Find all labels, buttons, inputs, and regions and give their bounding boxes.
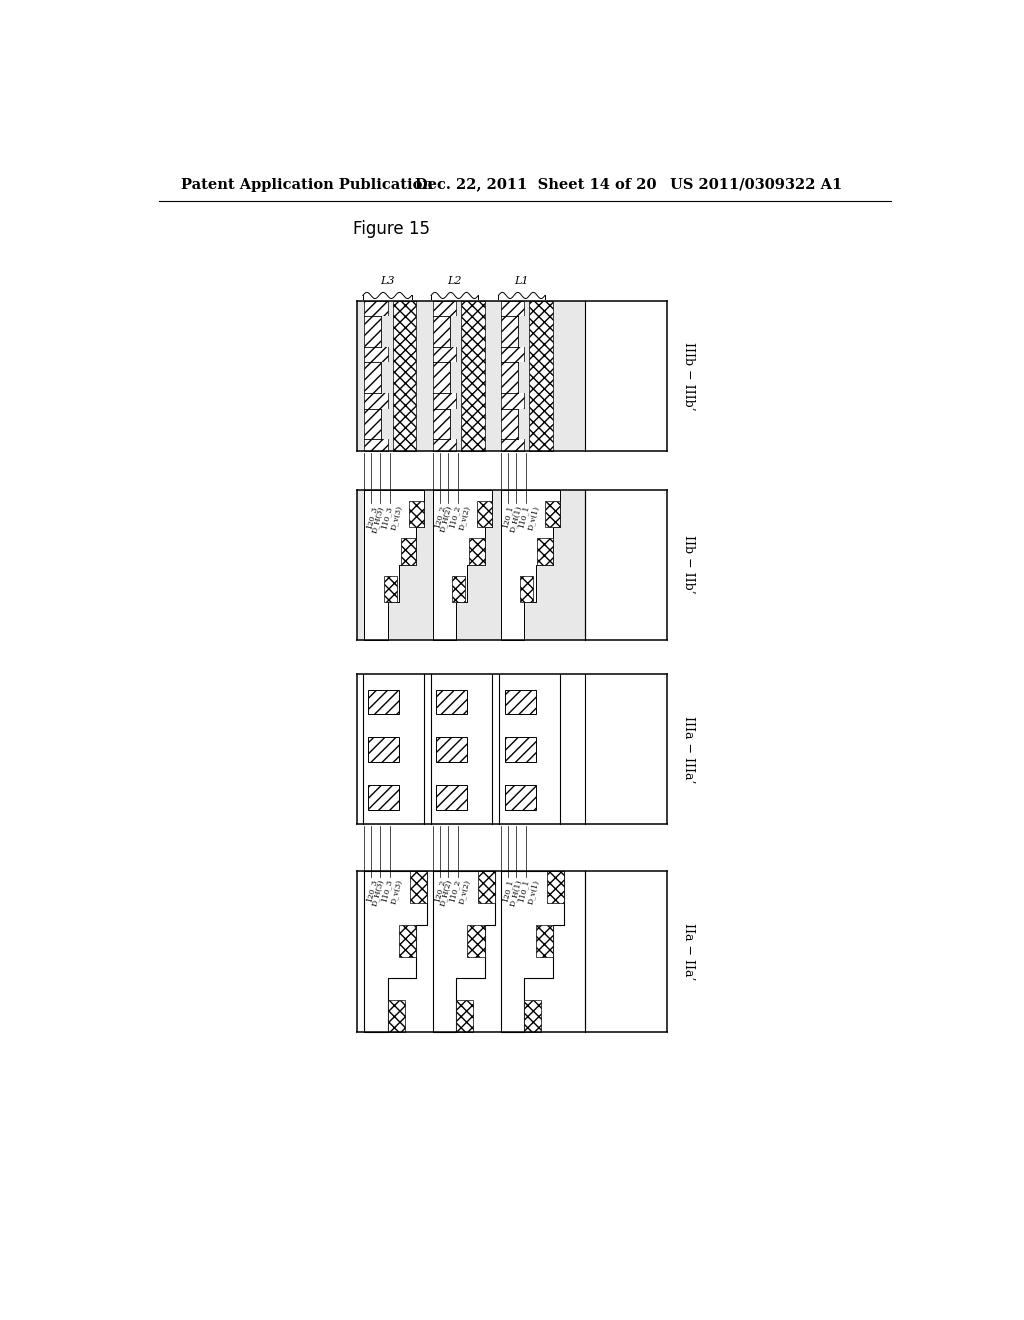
Bar xyxy=(501,602,524,640)
Text: 110_3: 110_3 xyxy=(380,506,393,529)
Text: D_v(1): D_v(1) xyxy=(526,506,541,531)
Bar xyxy=(381,317,393,347)
Bar xyxy=(432,301,456,451)
Bar xyxy=(501,301,524,451)
Text: D_v(2): D_v(2) xyxy=(458,506,472,531)
Bar xyxy=(365,565,399,602)
Bar xyxy=(369,738,399,762)
Bar xyxy=(432,565,467,602)
Bar xyxy=(501,565,536,602)
Text: D_H(3): D_H(3) xyxy=(372,506,386,533)
Bar xyxy=(436,738,467,762)
Text: D_v(1): D_v(1) xyxy=(526,878,541,904)
Bar xyxy=(369,690,399,714)
Text: D_v(3): D_v(3) xyxy=(390,878,404,904)
Bar xyxy=(505,785,536,810)
Bar xyxy=(356,301,667,451)
Bar xyxy=(381,363,393,393)
Bar xyxy=(456,1001,473,1032)
Bar xyxy=(450,317,461,347)
Text: IIIb − IIIb’: IIIb − IIIb’ xyxy=(682,342,695,411)
Bar xyxy=(467,924,484,957)
Bar xyxy=(545,500,560,527)
Bar xyxy=(518,317,529,347)
Text: 120_3: 120_3 xyxy=(365,878,378,903)
Bar xyxy=(501,490,560,527)
Bar xyxy=(524,1001,541,1032)
Bar xyxy=(388,1001,404,1032)
Text: 120_3: 120_3 xyxy=(365,506,378,529)
Text: IIa − IIa’: IIa − IIa’ xyxy=(682,923,695,981)
Bar xyxy=(384,576,397,602)
Text: IIIa − IIIa’: IIIa − IIIa’ xyxy=(682,715,695,783)
Bar xyxy=(586,871,667,1032)
Bar xyxy=(586,490,667,640)
Bar xyxy=(450,409,461,440)
Bar xyxy=(505,690,536,714)
Text: L3: L3 xyxy=(380,276,394,286)
Text: 110_1: 110_1 xyxy=(516,506,530,529)
Text: 110_1: 110_1 xyxy=(516,878,530,903)
Bar xyxy=(399,924,417,957)
Text: 110_3: 110_3 xyxy=(380,878,393,903)
Text: L2: L2 xyxy=(447,276,462,286)
Bar xyxy=(356,675,667,825)
Text: D_v(3): D_v(3) xyxy=(390,506,404,532)
Bar xyxy=(538,539,553,565)
Text: 120_2: 120_2 xyxy=(432,506,446,529)
Bar xyxy=(393,301,417,451)
Bar xyxy=(461,301,484,451)
Text: D_v(2): D_v(2) xyxy=(458,878,472,904)
Bar xyxy=(432,527,484,565)
Bar xyxy=(381,409,393,440)
Bar xyxy=(505,738,536,762)
Text: 110_2: 110_2 xyxy=(449,506,462,529)
Bar xyxy=(450,363,461,393)
Text: L1: L1 xyxy=(514,276,529,286)
Text: D_H(2): D_H(2) xyxy=(439,506,455,533)
Text: Dec. 22, 2011  Sheet 14 of 20: Dec. 22, 2011 Sheet 14 of 20 xyxy=(415,178,656,191)
Bar xyxy=(518,363,529,393)
Bar xyxy=(586,490,667,640)
Text: 110_2: 110_2 xyxy=(449,878,462,903)
Bar xyxy=(365,490,424,527)
Text: 120_1: 120_1 xyxy=(501,506,514,529)
Bar xyxy=(432,602,456,640)
Text: Figure 15: Figure 15 xyxy=(352,220,430,238)
Bar xyxy=(436,690,467,714)
Bar xyxy=(501,527,553,565)
Bar xyxy=(369,785,399,810)
Text: 120_1: 120_1 xyxy=(501,878,514,903)
Bar xyxy=(432,490,493,527)
Bar xyxy=(356,490,667,640)
Bar xyxy=(547,871,563,903)
Text: D_H(1): D_H(1) xyxy=(508,878,522,907)
Bar xyxy=(365,602,388,640)
Bar xyxy=(409,500,424,527)
Bar xyxy=(529,301,553,451)
Bar xyxy=(469,539,484,565)
Text: US 2011/0309322 A1: US 2011/0309322 A1 xyxy=(671,178,843,191)
Text: IIb − IIb’: IIb − IIb’ xyxy=(682,536,695,594)
Text: D_H(3): D_H(3) xyxy=(372,878,386,907)
Bar xyxy=(365,301,388,451)
Bar xyxy=(365,527,417,565)
Bar xyxy=(400,539,417,565)
Bar xyxy=(436,785,467,810)
Text: 120_2: 120_2 xyxy=(432,878,446,903)
Bar xyxy=(518,409,529,440)
Text: D_H(1): D_H(1) xyxy=(508,506,522,533)
Bar xyxy=(520,576,534,602)
Bar xyxy=(356,871,667,1032)
Text: D_H(2): D_H(2) xyxy=(439,878,455,907)
Bar xyxy=(452,576,465,602)
Text: Patent Application Publication: Patent Application Publication xyxy=(180,178,433,191)
Bar xyxy=(478,871,496,903)
Bar xyxy=(536,924,553,957)
Bar xyxy=(477,500,493,527)
Bar xyxy=(410,871,427,903)
Bar xyxy=(586,301,667,451)
Bar xyxy=(356,490,667,640)
